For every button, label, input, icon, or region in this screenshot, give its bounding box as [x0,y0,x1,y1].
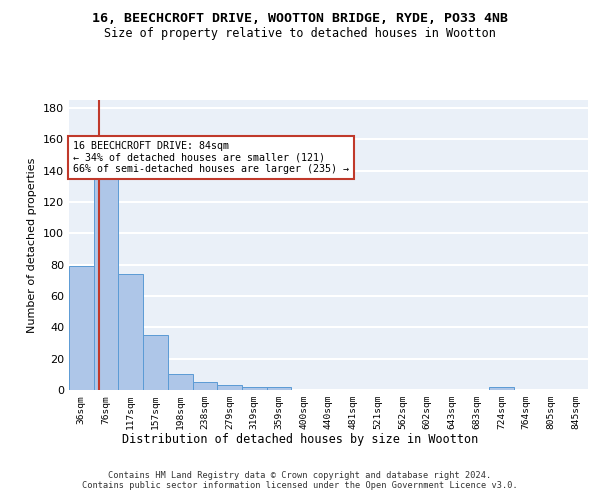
Text: Contains HM Land Registry data © Crown copyright and database right 2024.
Contai: Contains HM Land Registry data © Crown c… [82,470,518,490]
Bar [69,266,94,390]
Bar [94,152,118,390]
Y-axis label: Number of detached properties: Number of detached properties [28,158,37,332]
Bar [267,387,292,390]
Text: 16, BEECHCROFT DRIVE, WOOTTON BRIDGE, RYDE, PO33 4NB: 16, BEECHCROFT DRIVE, WOOTTON BRIDGE, RY… [92,12,508,26]
Text: Size of property relative to detached houses in Wootton: Size of property relative to detached ho… [104,28,496,40]
Bar [489,387,514,390]
Bar [143,335,168,390]
Bar [217,386,242,390]
Bar [118,274,143,390]
Bar [242,387,267,390]
Text: 16 BEECHCROFT DRIVE: 84sqm
← 34% of detached houses are smaller (121)
66% of sem: 16 BEECHCROFT DRIVE: 84sqm ← 34% of deta… [73,141,349,174]
Bar [193,382,217,390]
Text: Distribution of detached houses by size in Wootton: Distribution of detached houses by size … [122,432,478,446]
Bar [168,374,193,390]
